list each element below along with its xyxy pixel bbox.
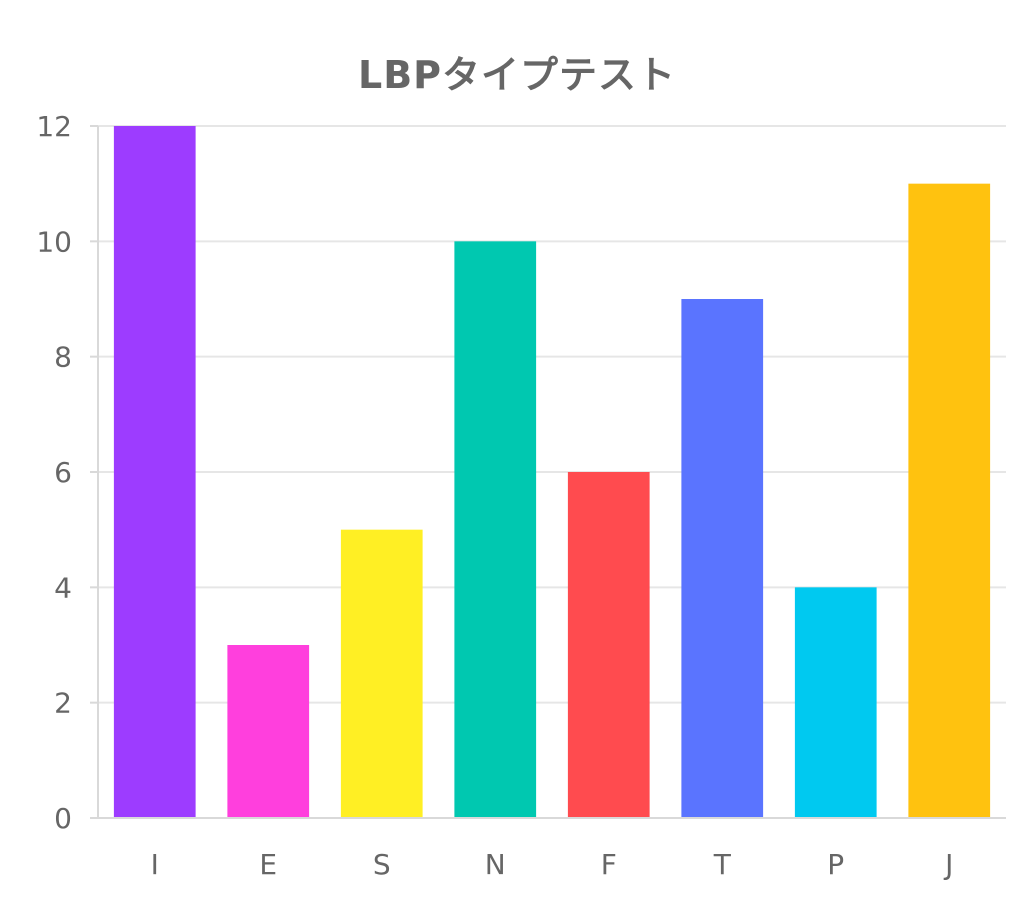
chart-title: LBPタイプテスト [357,53,677,97]
x-tick-label-n: N [485,848,506,881]
y-tick-label-10: 10 [36,225,72,258]
bar-n [454,241,537,819]
bar-t [681,299,764,818]
bar-e [227,645,310,818]
x-tick-label-e: E [259,848,277,881]
bar-j [908,183,991,818]
bar-p [794,587,877,818]
y-tick-label-4: 4 [54,571,72,604]
y-tick-label-0: 0 [54,802,72,835]
y-tick-label-8: 8 [54,341,72,374]
x-tick-label-t: T [713,848,732,881]
bar-s [340,529,423,818]
x-tick-label-j: J [943,848,953,881]
x-tick-label-s: S [373,848,391,881]
y-tick-label-12: 12 [36,110,72,143]
y-tick-label-6: 6 [54,456,72,489]
x-tick-label-p: P [827,848,844,881]
x-tick-label-i: I [151,848,159,881]
bar-i [113,126,196,818]
bar-f [567,472,650,818]
y-tick-label-2: 2 [54,687,72,720]
x-tick-label-f: F [601,848,617,881]
